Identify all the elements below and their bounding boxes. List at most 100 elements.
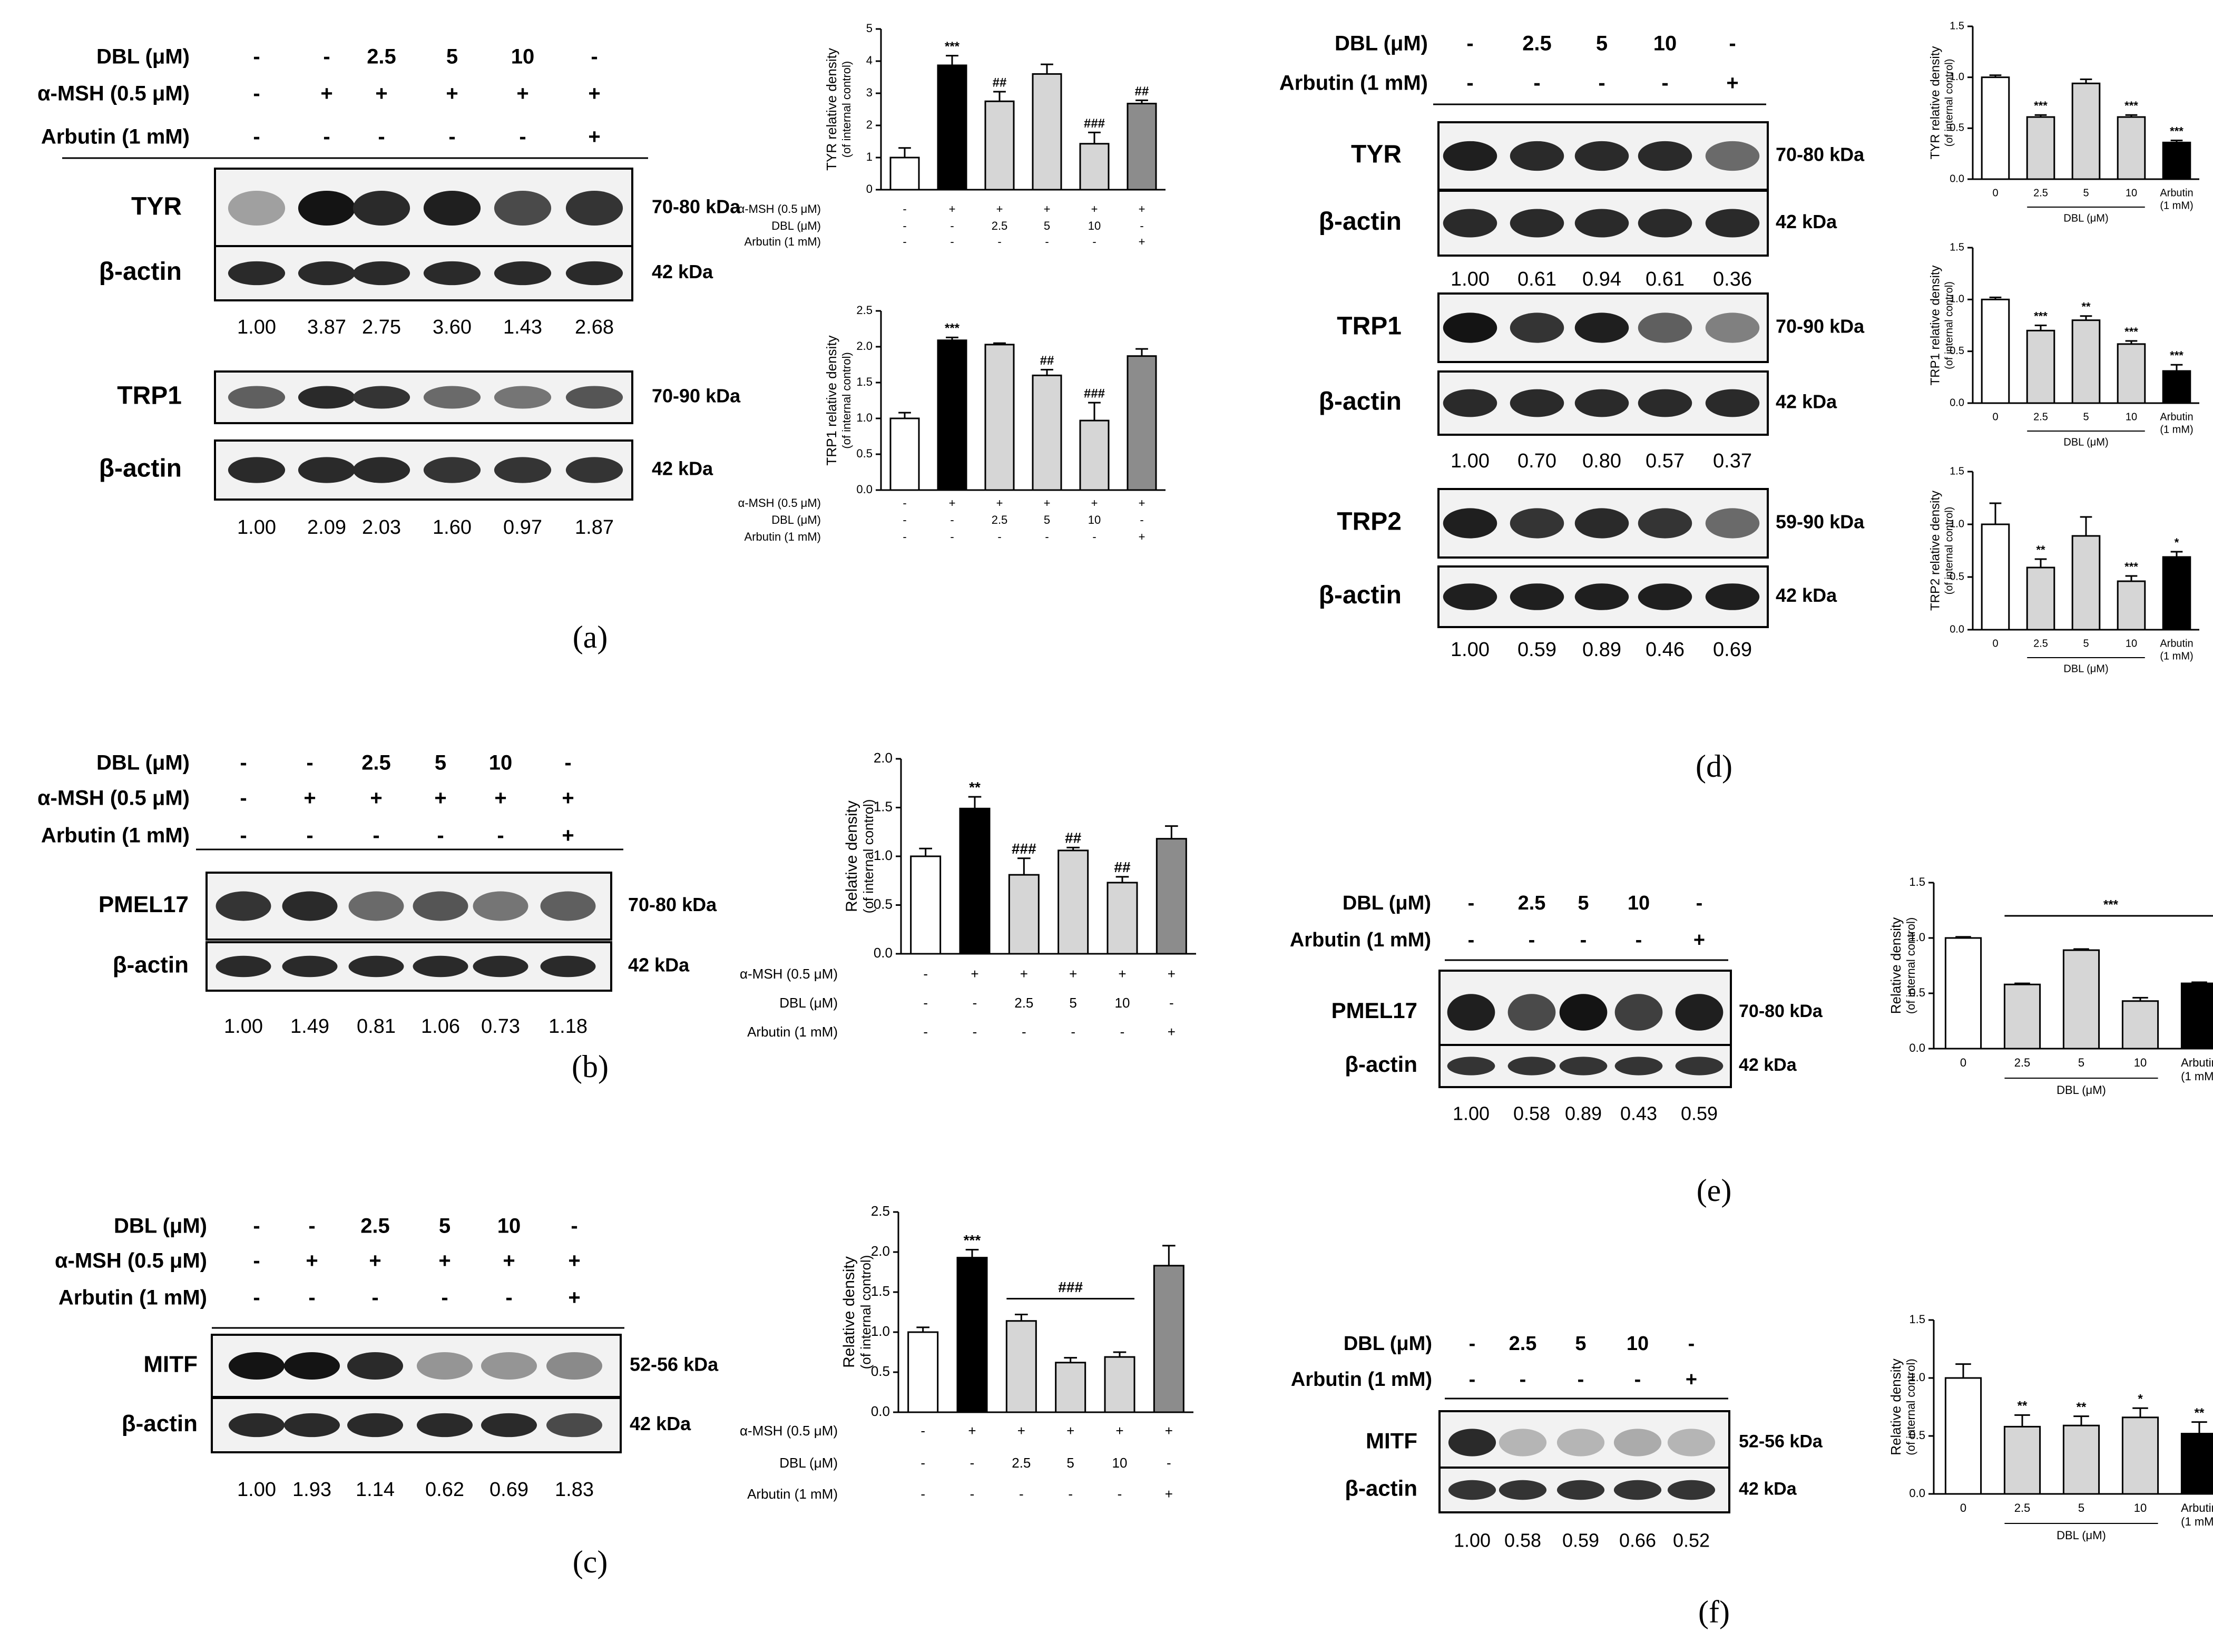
x-condition-mark: + [1168, 966, 1176, 982]
blot-band [216, 955, 271, 977]
blot-condition-mark: + [320, 82, 332, 105]
y-tick-label: 2.5 [856, 304, 873, 317]
x-condition-mark: - [1140, 513, 1143, 526]
blot-protein-label: PMEL17 [99, 892, 189, 917]
blot-ratio-value: 0.59 [1562, 1530, 1599, 1551]
y-tick-label: 1.0 [1950, 518, 1964, 530]
blot-band [228, 1413, 285, 1438]
blot-condition-mark: 5 [1575, 1333, 1586, 1355]
group-label: DBL (μM) [2057, 1529, 2106, 1542]
x-tick-label: 10 [2134, 1056, 2147, 1069]
blot-band [347, 1352, 404, 1380]
blot-band [1574, 583, 1629, 610]
blot-ratio-value: 1.06 [421, 1015, 460, 1038]
blot-band [347, 1413, 404, 1438]
significance-label: ### [1058, 1279, 1083, 1295]
blot-band [546, 1352, 603, 1380]
x-tick-label: 10 [2134, 1501, 2147, 1514]
bar [2117, 343, 2146, 404]
x-condition-mark: + [1066, 1423, 1074, 1439]
blot-band [565, 191, 623, 226]
x-tick-label: 10 [2126, 638, 2137, 649]
x-condition-mark: + [1139, 202, 1145, 216]
x-condition-mark: - [903, 202, 906, 216]
blot-protein-label: β-actin [99, 455, 182, 483]
blot-condition-label: Arbutin (1 mM) [58, 1286, 207, 1309]
x-condition-mark: - [1045, 530, 1049, 543]
significance-label: * [2138, 1392, 2143, 1406]
significance-label: *** [2124, 325, 2138, 338]
blot-condition-mark: - [1688, 1333, 1695, 1355]
significance-label: ### [1084, 386, 1105, 400]
blot-band [282, 891, 338, 921]
blot-band [1499, 1429, 1547, 1457]
bar [2121, 1416, 2159, 1495]
x-condition-mark: - [1019, 1486, 1024, 1502]
blot-condition-mark: - [253, 125, 260, 149]
blot-band [1443, 141, 1497, 171]
x-tick-label: (1 mM) [2160, 650, 2193, 662]
x-condition-label: α-MSH (0.5 μM) [738, 202, 821, 216]
significance-label: ## [1114, 859, 1131, 875]
bar [2071, 319, 2101, 404]
blot-size-label: 70-80 kDa [652, 196, 741, 218]
blot-condition-mark: 10 [1628, 892, 1650, 914]
x-tick-label: 5 [2083, 187, 2089, 199]
x-tick-label: Arbutin [2160, 638, 2193, 649]
blot-condition-mark: + [588, 82, 600, 105]
y-tick-label: 0.5 [1950, 345, 1964, 357]
y-tick-label: 0.5 [1909, 986, 1925, 999]
x-tick-label: 10 [2126, 187, 2137, 199]
x-condition-mark: + [1091, 496, 1098, 510]
y-axis-label: (of internal control) [858, 1255, 874, 1370]
y-axis-label: TRP2 relative density [1928, 491, 1942, 611]
blot-band [1613, 1429, 1662, 1457]
blot-band [565, 386, 623, 409]
blot-condition-label: DBL (μM) [114, 1215, 207, 1238]
blot-band [1443, 209, 1497, 238]
blot-condition-mark: + [503, 1249, 515, 1273]
blot-band [1510, 141, 1564, 171]
x-condition-mark: - [903, 219, 906, 232]
blot-band [473, 891, 528, 921]
blot-ratio-value: 0.37 [1713, 450, 1752, 472]
significance-label: ## [1040, 354, 1054, 368]
y-tick-label: 1.0 [856, 411, 873, 424]
blot-condition-label: Arbutin (1 mM) [1291, 1368, 1432, 1391]
blot-band [1556, 1429, 1605, 1457]
blot-condition-mark: - [378, 125, 385, 149]
blot-ratio-value: 2.75 [362, 316, 401, 338]
bar-chart-d3: 0.0 0.5 1.0 1.5 TRP2 relative density (of int… [1928, 465, 2199, 675]
bar [2062, 1424, 2100, 1495]
blot-ratio-value: 3.87 [307, 316, 346, 338]
blot-condition-mark: - [253, 1249, 260, 1273]
bar [1055, 1362, 1086, 1413]
blot-size-label: 59-90 kDa [1776, 511, 1865, 533]
x-condition-mark: 10 [1088, 219, 1101, 232]
x-condition-label: Arbutin (1 mM) [747, 1024, 838, 1040]
blot-panel-d: DBL (μM) - 2.5 5 10 - Arbutin (1 mM) - - - - + TYR 70… [1279, 32, 1865, 661]
blot-band [1614, 1057, 1663, 1076]
panel-letter: (b) [572, 1049, 609, 1084]
bar [1944, 1377, 1982, 1495]
y-axis-label: Relative density [843, 800, 860, 912]
blot-ratio-value: 1.93 [292, 1479, 331, 1501]
blot-ratio-value: 0.58 [1504, 1530, 1541, 1551]
blot-band [348, 891, 404, 921]
blot-band [1574, 389, 1629, 417]
blot-protein-label: MITF [143, 1352, 198, 1377]
blot-condition-mark: 2.5 [1509, 1333, 1537, 1355]
blot-band [1574, 141, 1629, 171]
blot-condition-mark: - [253, 82, 260, 105]
panel-letter: (f) [1698, 1595, 1730, 1629]
bar [2026, 329, 2055, 404]
y-axis-label: (of internal control) [1943, 281, 1955, 369]
y-tick-label: 1.5 [1950, 241, 1964, 253]
blot-condition-mark: - [1529, 929, 1535, 951]
bar [1981, 523, 2010, 631]
group-label: DBL (μM) [2057, 1083, 2106, 1097]
blot-size-label: 42 kDa [1739, 1055, 1797, 1075]
blot-condition-mark: + [438, 1249, 451, 1273]
blot-band [481, 1413, 537, 1438]
blot-band [1574, 312, 1629, 343]
